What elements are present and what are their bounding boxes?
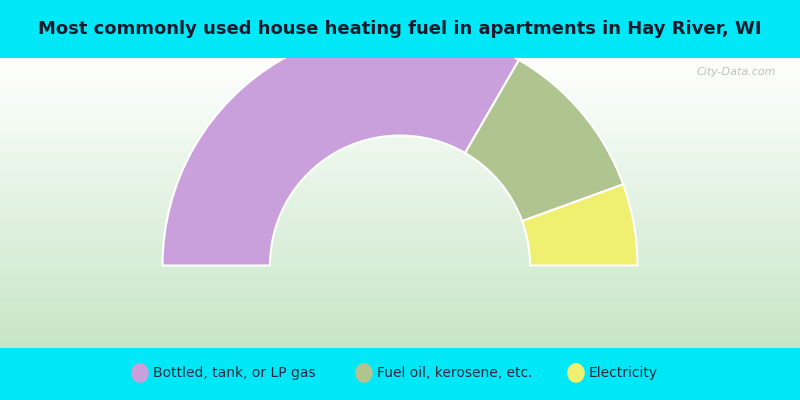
Bar <box>0 188 800 196</box>
Bar <box>0 319 800 326</box>
Bar <box>0 87 800 94</box>
Bar <box>0 283 800 290</box>
Ellipse shape <box>355 363 373 383</box>
Bar <box>0 341 800 348</box>
Bar <box>0 254 800 261</box>
Bar <box>0 268 800 276</box>
Bar <box>0 160 800 167</box>
Ellipse shape <box>131 363 149 383</box>
Bar <box>0 334 800 341</box>
Bar <box>0 196 800 203</box>
Text: Fuel oil, kerosene, etc.: Fuel oil, kerosene, etc. <box>377 366 532 380</box>
Bar <box>0 152 800 160</box>
Text: City-Data.com: City-Data.com <box>697 67 776 77</box>
Bar <box>0 65 800 72</box>
Wedge shape <box>162 28 519 266</box>
Text: Most commonly used house heating fuel in apartments in Hay River, WI: Most commonly used house heating fuel in… <box>38 20 762 38</box>
Bar <box>0 138 800 145</box>
Bar <box>0 312 800 319</box>
Bar <box>0 261 800 268</box>
Bar <box>0 326 800 334</box>
Bar <box>0 304 800 312</box>
Bar <box>0 80 800 87</box>
Text: Bottled, tank, or LP gas: Bottled, tank, or LP gas <box>153 366 315 380</box>
Bar <box>0 290 800 297</box>
Wedge shape <box>522 184 638 266</box>
Bar <box>0 94 800 102</box>
Wedge shape <box>465 60 623 221</box>
Bar <box>0 116 800 123</box>
Bar <box>0 276 800 283</box>
Bar <box>0 72 800 80</box>
Bar <box>0 225 800 232</box>
Bar <box>0 130 800 138</box>
Bar <box>0 109 800 116</box>
Bar <box>0 174 800 181</box>
Text: Electricity: Electricity <box>589 366 658 380</box>
Bar <box>0 145 800 152</box>
Ellipse shape <box>567 363 585 383</box>
Bar <box>0 181 800 188</box>
Bar <box>0 218 800 225</box>
Bar <box>0 203 800 210</box>
Bar <box>0 232 800 239</box>
Bar <box>0 297 800 304</box>
Bar <box>0 239 800 246</box>
Bar <box>0 167 800 174</box>
Bar <box>0 246 800 254</box>
Bar <box>0 102 800 109</box>
Bar <box>0 58 800 65</box>
Bar <box>0 123 800 130</box>
Bar <box>0 210 800 218</box>
